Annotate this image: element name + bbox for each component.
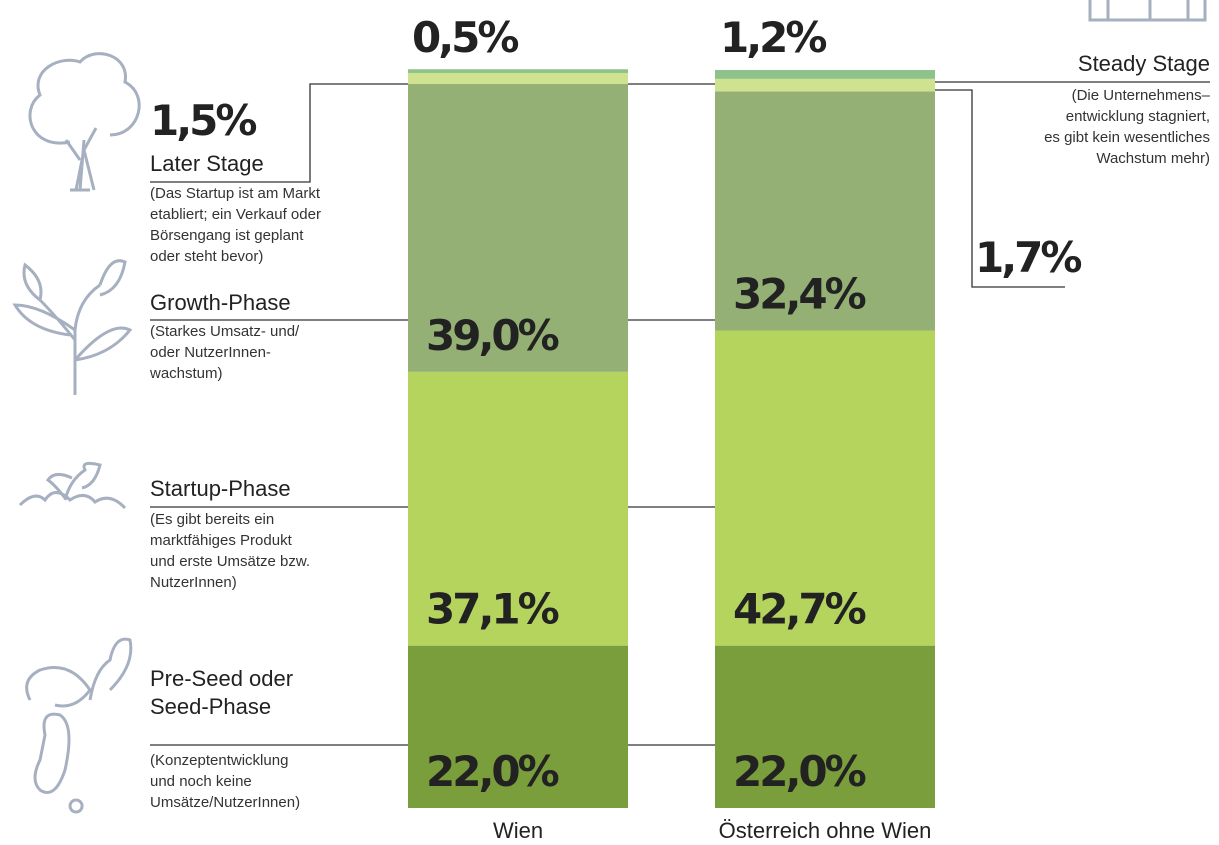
bar-segment xyxy=(408,72,628,85)
stage-description: und erste Umsätze bzw. xyxy=(150,553,310,570)
sprout-icon xyxy=(18,461,127,510)
bar-segment xyxy=(715,78,935,92)
stage-description: Umsätze/NutzerInnen) xyxy=(150,794,300,811)
stage-description: Wachstum mehr) xyxy=(1096,150,1210,167)
stage-name: Pre-Seed oder Seed-Phase xyxy=(150,666,294,719)
connector xyxy=(150,83,408,183)
stage-name: Startup-Phase xyxy=(150,476,291,501)
value-label: 32,4% xyxy=(733,270,866,319)
value-label: 22,0% xyxy=(426,747,559,796)
tree-icon xyxy=(28,52,141,192)
stage-description: (Die Unternehmens– xyxy=(1072,87,1211,104)
stage-description: etabliert; ein Verkauf oder xyxy=(150,206,321,223)
value-label: 0,5% xyxy=(412,13,518,62)
stage-description: (Starkes Umsatz- und/ xyxy=(150,323,300,340)
value-label: 22,0% xyxy=(733,747,866,796)
x-tick-label: Wien xyxy=(493,818,543,843)
stage-description: wachstum) xyxy=(149,365,223,382)
stage-description: es gibt kein wesentliches xyxy=(1044,129,1210,146)
stage-description: NutzerInnen) xyxy=(150,574,237,591)
icons xyxy=(12,0,1207,814)
bar-segment xyxy=(715,330,935,646)
value-label: 37,1% xyxy=(426,585,559,634)
bar-segment xyxy=(408,371,628,646)
stage-name: Steady Stage xyxy=(1077,51,1210,76)
value-label: 1,5% xyxy=(150,96,256,145)
stage-description: (Es gibt bereits ein xyxy=(150,511,274,528)
value-label: 1,7% xyxy=(975,233,1081,282)
seeds-icon xyxy=(25,637,133,814)
bar-segment xyxy=(715,645,935,808)
value-label: 1,2% xyxy=(720,13,826,62)
building-icon xyxy=(1088,0,1207,22)
connectors xyxy=(150,81,1210,746)
stage-description: oder steht bevor) xyxy=(150,248,263,265)
stage-name: Later Stage xyxy=(150,151,264,176)
stage-description: oder NutzerInnen- xyxy=(150,344,271,361)
bar-segment xyxy=(715,70,935,79)
stage-name: Growth-Phase xyxy=(150,290,291,315)
stage-description: Börsengang ist geplant xyxy=(150,227,304,244)
plant-icon xyxy=(12,259,133,395)
value-label: 39,0% xyxy=(426,311,559,360)
stage-description: (Konzeptentwicklung xyxy=(150,752,288,769)
stage-description: entwicklung stagniert, xyxy=(1066,108,1210,125)
x-tick-label: Österreich ohne Wien xyxy=(719,818,932,843)
connector xyxy=(935,89,1065,288)
bar-segment xyxy=(408,645,628,808)
bar-segment xyxy=(408,69,628,73)
bar-segment xyxy=(715,91,935,331)
stage-description: (Das Startup ist am Markt xyxy=(150,185,321,202)
value-label: 42,7% xyxy=(733,585,866,634)
bar-segment xyxy=(408,84,628,372)
stage-description: marktfähiges Produkt xyxy=(150,532,293,549)
stage-description: und noch keine xyxy=(150,773,252,790)
